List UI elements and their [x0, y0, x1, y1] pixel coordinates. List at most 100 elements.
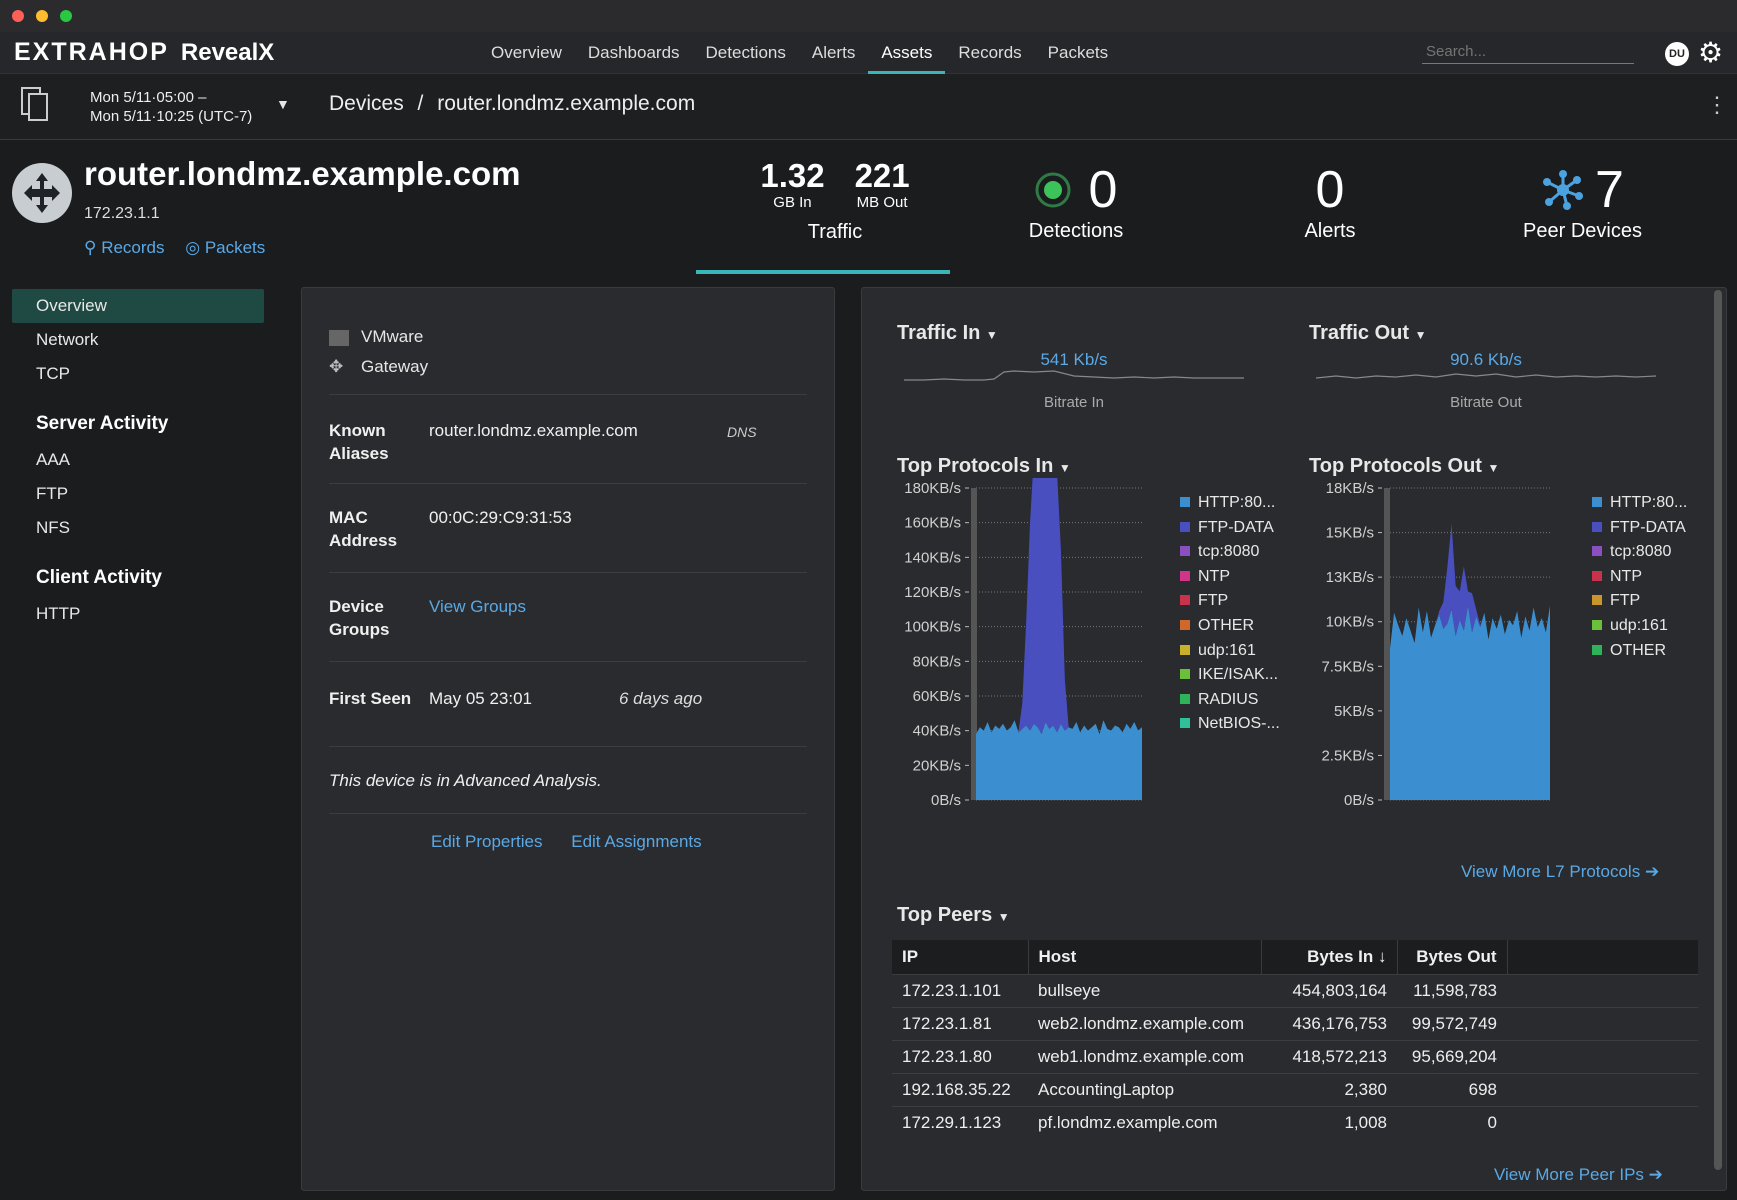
nav-alerts[interactable]: Alerts — [811, 43, 856, 62]
traffic-in-title[interactable]: Traffic In ▼ — [897, 322, 998, 345]
brand-logo[interactable]: EXTRAHOP RevealX — [14, 38, 274, 67]
nav-records[interactable]: Records — [958, 43, 1022, 62]
legend-item[interactable]: NTP — [1592, 565, 1687, 590]
gb-in-value: 1.32 — [760, 157, 825, 194]
sidebar-item-http[interactable]: HTTP — [36, 604, 81, 623]
legend-item[interactable]: NetBIOS-... — [1180, 712, 1280, 737]
close-window-button[interactable] — [12, 10, 24, 22]
view-groups-link[interactable]: View Groups — [429, 597, 527, 616]
traffic-out-title[interactable]: Traffic Out ▼ — [1309, 322, 1426, 345]
top-protocols-in-title[interactable]: Top Protocols In ▼ — [897, 455, 1071, 478]
legend-item[interactable]: NTP — [1180, 565, 1280, 590]
peer-host-link[interactable]: bullseye — [1028, 973, 1261, 1007]
legend-item[interactable]: RADIUS — [1180, 688, 1280, 713]
legend-item[interactable]: FTP — [1592, 589, 1687, 614]
edit-actions: Edit Properties Edit Assignments — [431, 819, 702, 865]
breadcrumb-devices[interactable]: Devices — [329, 92, 404, 115]
peer-devices-stat[interactable]: 7 Peer Devices — [1500, 162, 1665, 243]
legend-swatch — [1180, 546, 1190, 557]
row-filler — [1507, 973, 1698, 1007]
chevron-down-icon[interactable]: ▼ — [276, 96, 290, 112]
legend-item[interactable]: FTP-DATA — [1592, 516, 1687, 541]
user-avatar[interactable]: DU — [1665, 42, 1689, 66]
legend-item[interactable]: tcp:8080 — [1180, 540, 1280, 565]
peer-host-link[interactable]: pf.londmz.example.com — [1028, 1105, 1261, 1139]
column-header-host[interactable]: Host — [1028, 940, 1262, 974]
client-activity-heading: Client Activity — [36, 567, 162, 588]
legend-swatch — [1180, 595, 1190, 606]
legend-item[interactable]: FTP — [1180, 589, 1280, 614]
sidebar-item-network[interactable]: Network — [36, 330, 99, 349]
product-name: RevealX — [180, 39, 275, 66]
nav-assets[interactable]: Assets — [868, 32, 946, 74]
legend-item[interactable]: OTHER — [1592, 639, 1687, 664]
column-header-ip[interactable]: IP — [892, 940, 1029, 974]
more-options-icon[interactable]: ⋮ — [1706, 92, 1728, 117]
legend-item[interactable]: udp:161 — [1180, 639, 1280, 664]
nav-packets[interactable]: Packets — [1047, 43, 1109, 62]
detections-stat[interactable]: 0 Detections — [1000, 162, 1152, 243]
edit-assignments-link[interactable]: Edit Assignments — [571, 832, 702, 851]
activity-charts-panel: Traffic In ▼ 541 Kb/s Bitrate In Traffic… — [861, 287, 1727, 1191]
legend-item[interactable]: FTP-DATA — [1180, 516, 1280, 541]
top-protocols-out-chart[interactable]: 18KB/s 15KB/s 13KB/s 10KB/s 7.5KB/s 5KB/s 2.5K… — [1282, 478, 1552, 808]
records-link[interactable]: Records — [101, 238, 165, 257]
sidebar-item-tcp[interactable]: TCP — [36, 364, 70, 383]
top-peers-title-text: Top Peers — [897, 904, 993, 926]
column-header-bytes-in[interactable]: Bytes In ↓ — [1261, 940, 1398, 974]
breadcrumb-current: router.londmz.example.com — [437, 92, 696, 115]
legend-item[interactable]: OTHER — [1180, 614, 1280, 639]
time-range-selector[interactable]: Mon 5/11·05:00 – Mon 5/11·10:25 (UTC-7) — [90, 88, 252, 126]
row-filler — [1507, 1039, 1698, 1073]
peer-bytes-out: 99,572,749 — [1397, 1006, 1507, 1040]
devices-icon[interactable] — [20, 86, 50, 122]
mb-out-unit: MB Out — [856, 194, 908, 211]
legend-swatch — [1180, 669, 1190, 680]
panel-scrollbar[interactable] — [1714, 290, 1722, 1170]
sidebar-item-nfs[interactable]: NFS — [36, 518, 70, 537]
column-header-bytes-out[interactable]: Bytes Out — [1397, 940, 1508, 974]
sidebar-item-overview[interactable]: Overview — [12, 289, 264, 323]
sidebar-item-aaa[interactable]: AAA — [36, 450, 71, 469]
legend-item[interactable]: tcp:8080 — [1592, 540, 1687, 565]
device-groups-label: Device Groups — [329, 597, 390, 639]
legend-label: tcp:8080 — [1198, 543, 1260, 561]
top-protocols-out-title[interactable]: Top Protocols Out ▼ — [1309, 455, 1499, 478]
nav-detections[interactable]: Detections — [705, 43, 786, 62]
nav-dashboards[interactable]: Dashboards — [587, 43, 680, 62]
view-more-peers-link[interactable]: View More Peer IPs ➔ — [1494, 1165, 1663, 1185]
legend-label: NTP — [1198, 567, 1230, 585]
traffic-label: Traffic — [807, 221, 863, 243]
legend-label: FTP-DATA — [1610, 518, 1686, 536]
legend-item[interactable]: HTTP:80... — [1592, 491, 1687, 516]
peer-host-link[interactable]: web1.londmz.example.com — [1028, 1039, 1261, 1073]
chevron-down-icon: ▼ — [1058, 461, 1071, 475]
peer-host-link[interactable]: AccountingLaptop — [1028, 1072, 1261, 1106]
traffic-stat[interactable]: 1.32 GB In 221 MB Out Traffic — [740, 158, 930, 268]
global-search-input[interactable] — [1422, 40, 1634, 64]
nav-overview[interactable]: Overview — [491, 43, 562, 62]
zoom-window-button[interactable] — [60, 10, 72, 22]
legend-item[interactable]: HTTP:80... — [1180, 491, 1280, 516]
minimize-window-button[interactable] — [36, 10, 48, 22]
table-header-row: IP Host Bytes In ↓ Bytes Out — [892, 940, 1698, 974]
detections-value: 0 — [1088, 161, 1118, 219]
top-peers-title[interactable]: Top Peers ▼ — [897, 904, 1010, 927]
legend-item[interactable]: udp:161 — [1592, 614, 1687, 639]
legend-item[interactable]: IKE/ISAK... — [1180, 663, 1280, 688]
sidebar-item-ftp[interactable]: FTP — [36, 484, 69, 503]
edit-properties-link[interactable]: Edit Properties — [431, 832, 543, 851]
packets-link[interactable]: Packets — [204, 238, 266, 257]
y-tick-label: 15KB/s — [1326, 525, 1374, 542]
gear-icon[interactable]: ⚙ — [1698, 37, 1724, 68]
legend-swatch — [1180, 497, 1190, 507]
top-protocols-in-chart[interactable]: 180KB/s 160KB/s 140KB/s 120KB/s 100KB/s 80KB/… — [872, 478, 1142, 808]
alerts-stat[interactable]: 0 Alerts — [1260, 162, 1400, 243]
peer-host-link[interactable]: web2.londmz.example.com — [1028, 1006, 1261, 1040]
view-more-protocols-text: View More L7 Protocols — [1461, 862, 1641, 881]
peer-bytes-in: 1,008 — [1261, 1105, 1397, 1139]
view-more-protocols-link[interactable]: View More L7 Protocols ➔ — [1461, 862, 1659, 882]
peer-bytes-in: 436,176,753 — [1261, 1006, 1397, 1040]
y-tick-label: 18KB/s — [1326, 480, 1374, 497]
chevron-down-icon: ▼ — [1487, 461, 1500, 475]
